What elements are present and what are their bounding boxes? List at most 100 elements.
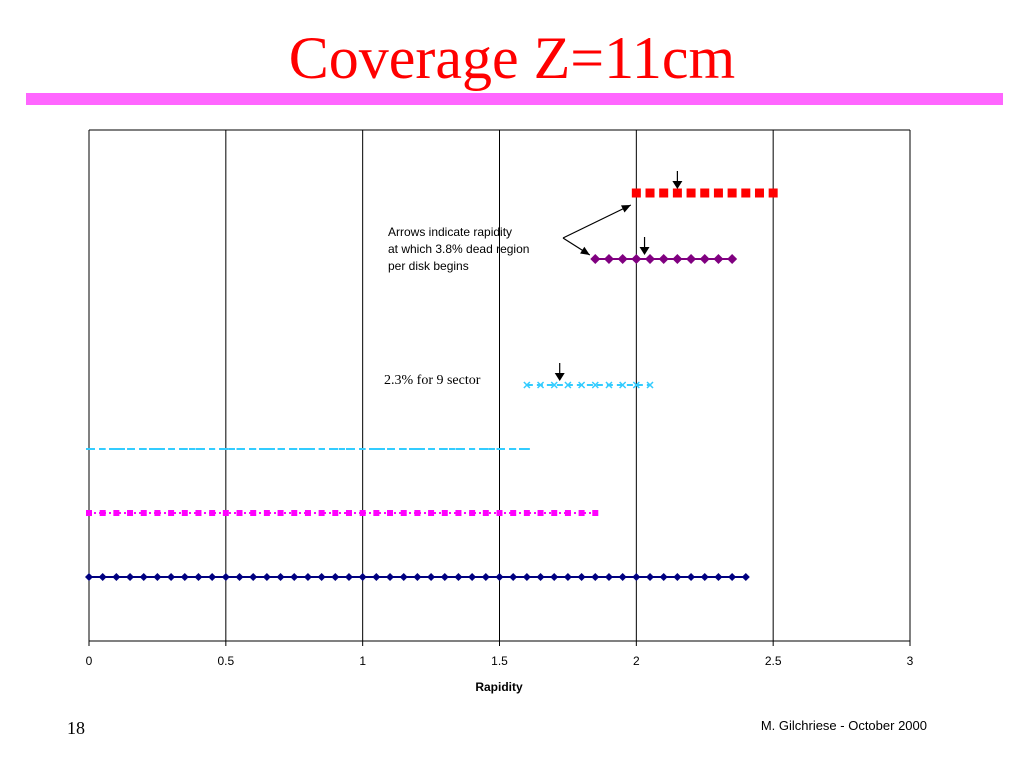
data-point — [645, 254, 656, 264]
data-point — [632, 573, 641, 581]
x-tick-label: 2.5 — [765, 654, 782, 668]
arrow-marker-head — [672, 181, 683, 189]
data-point — [113, 510, 120, 516]
data-point — [700, 188, 710, 198]
data-point — [563, 573, 572, 581]
x-tick-label: 0.5 — [217, 654, 234, 668]
data-point — [99, 510, 106, 516]
data-point — [454, 573, 463, 581]
data-point — [522, 573, 531, 581]
data-point — [317, 573, 326, 581]
data-point — [673, 573, 682, 581]
data-point — [194, 573, 203, 581]
data-point — [358, 573, 367, 581]
data-point — [399, 573, 408, 581]
data-point — [727, 254, 738, 264]
data-point — [658, 254, 669, 264]
data-point — [250, 510, 257, 516]
data-point — [687, 573, 696, 581]
data-point — [564, 381, 572, 389]
data-point — [222, 510, 229, 516]
data-point — [154, 510, 161, 516]
annotation-pointer-head — [621, 205, 631, 213]
data-point — [262, 573, 271, 581]
data-point — [387, 510, 394, 516]
data-point — [304, 510, 311, 516]
data-point — [303, 573, 312, 581]
data-point — [386, 573, 395, 581]
chart-grid — [88, 129, 911, 641]
footer-credit: M. Gilchriese - October 2000 — [760, 718, 927, 733]
data-point — [728, 573, 737, 581]
data-point — [768, 188, 778, 198]
data-point — [741, 188, 751, 198]
data-point — [714, 573, 723, 581]
data-point — [181, 510, 188, 516]
data-point — [550, 381, 558, 389]
data-point — [686, 188, 696, 198]
data-point — [645, 188, 655, 198]
data-point — [646, 573, 655, 581]
data-point — [603, 254, 614, 264]
data-point — [400, 510, 407, 516]
data-point — [180, 573, 189, 581]
arrow-marker-head — [639, 247, 650, 255]
data-point — [510, 510, 517, 516]
data-point — [495, 573, 504, 581]
data-point — [605, 381, 613, 389]
series-1 — [631, 188, 778, 198]
data-point — [481, 573, 490, 581]
data-point — [373, 510, 380, 516]
data-point — [414, 510, 421, 516]
annotation-line-1: Arrows indicate rapidity — [388, 225, 512, 239]
data-point — [208, 573, 217, 581]
data-point — [754, 188, 764, 198]
x-tick-label: 3 — [907, 654, 914, 668]
data-point — [86, 510, 92, 516]
data-point — [441, 510, 448, 516]
series-2 — [590, 254, 738, 264]
data-point — [318, 510, 325, 516]
data-point — [469, 510, 476, 516]
x-tick-label: 1 — [359, 654, 366, 668]
series-3 — [523, 381, 654, 389]
annotation-line-2: at which 3.8% dead region — [388, 242, 529, 256]
x-tick-label: 1.5 — [491, 654, 508, 668]
data-point — [578, 510, 585, 516]
data-point — [577, 573, 586, 581]
data-point — [536, 573, 545, 581]
data-point — [168, 510, 175, 516]
data-point — [344, 573, 353, 581]
annotation-pointer — [562, 204, 632, 239]
data-point — [713, 254, 724, 264]
data-point — [591, 381, 599, 389]
data-point — [699, 254, 710, 264]
data-point — [332, 510, 339, 516]
data-point — [713, 188, 723, 198]
data-point — [700, 573, 709, 581]
data-point — [290, 573, 299, 581]
chart-annotations: Arrows indicate rapidity at which 3.8% d… — [384, 171, 683, 388]
data-point — [440, 573, 449, 581]
data-point — [249, 573, 258, 581]
data-point — [537, 510, 544, 516]
data-point — [618, 573, 627, 581]
data-point — [578, 381, 586, 389]
data-point — [195, 510, 202, 516]
data-point — [413, 573, 422, 581]
data-point — [85, 573, 93, 581]
data-point — [496, 510, 503, 516]
data-point — [523, 381, 531, 389]
data-point — [428, 510, 435, 516]
title-underline-bar — [26, 93, 1003, 105]
data-point — [686, 254, 697, 264]
data-point — [112, 573, 121, 581]
data-point — [236, 510, 243, 516]
data-point — [235, 573, 244, 581]
data-point — [167, 573, 176, 581]
data-point — [659, 573, 668, 581]
data-point — [741, 573, 750, 581]
data-point — [482, 510, 489, 516]
data-point — [564, 510, 571, 516]
